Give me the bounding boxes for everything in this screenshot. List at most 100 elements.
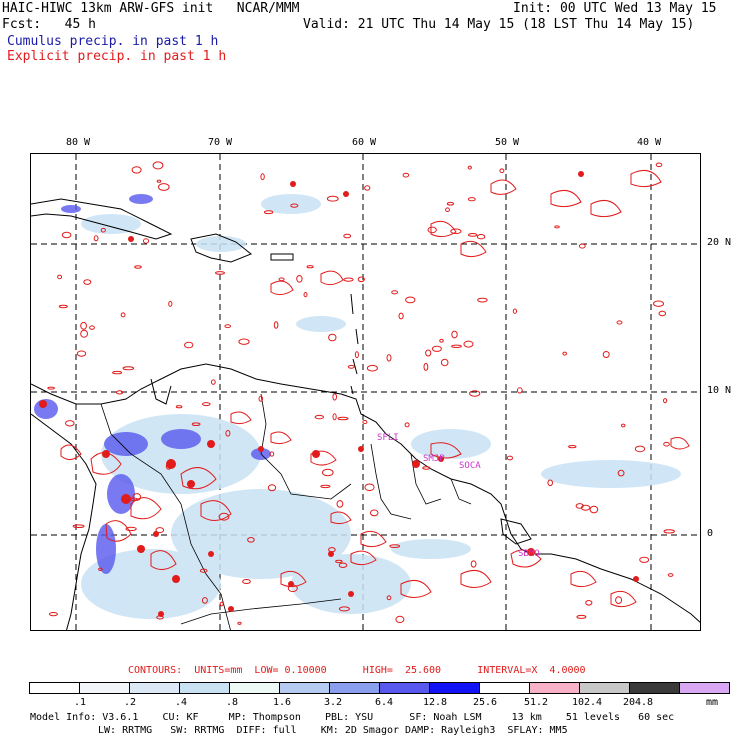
contour-loop: [89, 325, 95, 330]
contour-loop: [364, 185, 371, 191]
contour-loop: [402, 172, 410, 178]
footer-model-info: Model Info: V3.6.1 CU: KF MP: Thompson P…: [30, 712, 675, 723]
contour-loop: [423, 362, 429, 371]
station-label-sbmq: SBMQ: [518, 549, 540, 559]
colorbar-label-9: 51.2: [523, 697, 549, 708]
contour-loop: [580, 504, 591, 511]
contour-loop: [405, 296, 416, 304]
contour-loop: [568, 445, 577, 449]
contour-loop: [76, 350, 87, 357]
contour-loop: [422, 466, 431, 470]
contour-loop: [516, 387, 523, 394]
contour-loop: [328, 547, 336, 553]
contour-loop: [98, 567, 103, 571]
contour-loop: [499, 168, 505, 174]
contour-loop: [142, 238, 150, 244]
contour-loop: [260, 173, 265, 181]
colorbar-swatch-6: [329, 682, 380, 694]
lat-label-0: 0: [707, 528, 714, 539]
contour-loop: [658, 310, 667, 317]
contour-loop: [237, 621, 242, 625]
header-title: HAIC-HIWC 13km ARW-GFS init NCAR/MMM: [2, 1, 300, 16]
contour-loop: [440, 358, 449, 367]
contour-loop: [332, 413, 337, 421]
contour-loop: [326, 195, 339, 202]
contour-loop: [467, 165, 472, 170]
contour-loop: [639, 556, 650, 563]
contour-loop: [115, 390, 124, 395]
contour-loop: [202, 402, 211, 407]
lon-label-70w: 70 W: [208, 137, 233, 148]
contour-loop: [61, 231, 72, 239]
contour-loop: [451, 344, 462, 349]
contour-loop: [336, 500, 344, 508]
contour-loop: [469, 390, 481, 397]
contour-loop: [337, 416, 349, 421]
contour-loop: [48, 612, 58, 617]
colorbar-label-5: 3.2: [323, 697, 343, 708]
contour-loop: [547, 479, 554, 487]
contour-loop: [210, 379, 216, 385]
contour-loop: [364, 483, 375, 492]
colorbar-swatch-10: [529, 682, 580, 694]
contour-loop: [219, 601, 224, 607]
contour-loop: [290, 203, 299, 208]
contour-loop: [57, 274, 63, 280]
contour-loop: [467, 197, 476, 202]
contour-loop: [576, 614, 587, 619]
explicit-heavy-cores: [39, 171, 639, 617]
header-init-time: Init: 00 UTC Wed 13 May 15: [513, 1, 717, 16]
contour-loop: [47, 386, 55, 390]
lon-label-40w: 40 W: [637, 137, 662, 148]
contour-loop: [663, 529, 675, 534]
contour-loop: [306, 265, 314, 269]
contour-loop: [653, 300, 664, 307]
station-label-smjp: SMJP: [423, 454, 445, 464]
contour-loop: [343, 277, 354, 282]
contour-loop: [175, 405, 183, 409]
cumulus-light-areas: [81, 194, 681, 619]
colorbar-label-2: .4: [174, 697, 188, 708]
contour-loop: [165, 463, 172, 470]
colorbar-swatch-9: [479, 682, 530, 694]
coastlines: [31, 198, 700, 630]
contour-loop: [269, 451, 275, 457]
contour-loop: [322, 468, 334, 477]
contour-loop: [354, 351, 359, 359]
lon-label-60w: 60 W: [352, 137, 377, 148]
contour-loop: [201, 597, 208, 604]
contour-loop: [602, 351, 610, 358]
lon-label-80w: 80 W: [66, 137, 91, 148]
precipitation-map: SFLI SMJP SOCA SBMQ: [30, 153, 701, 631]
contour-loop: [263, 210, 274, 215]
contour-loop: [512, 308, 517, 314]
header-valid-time: Valid: 21 UTC Thu 14 May 15 (18 LST Thu …: [303, 17, 695, 32]
contour-loop: [199, 568, 208, 573]
colorbar-label-11: 204.8: [622, 697, 654, 708]
explicit-scattered-contours: [47, 161, 675, 625]
colorbar-label-3: .8: [225, 697, 239, 708]
station-label-soca: SOCA: [459, 461, 481, 471]
contour-loop: [314, 414, 324, 420]
contour-loop: [476, 234, 486, 240]
contour-loop: [65, 420, 75, 427]
contour-loop: [338, 606, 350, 612]
colorbar-label-6: 6.4: [374, 697, 394, 708]
contour-loop: [347, 364, 355, 369]
contour-loop: [562, 351, 568, 356]
contour-loop: [247, 537, 255, 543]
contour-loop: [554, 225, 560, 229]
contour-loop: [634, 445, 646, 453]
contour-loop: [155, 527, 165, 534]
contour-loop: [470, 560, 477, 568]
contour-loop: [134, 265, 142, 269]
contour-loop: [184, 341, 194, 349]
contour-loop: [112, 370, 123, 375]
contour-loop: [663, 441, 670, 447]
colorbar-swatch-0: [29, 682, 80, 694]
contour-loop: [303, 292, 308, 298]
lat-label-10n: 10 N: [707, 385, 732, 396]
contour-loop: [468, 233, 478, 237]
contour-loop: [446, 201, 454, 206]
contour-loop: [439, 338, 444, 343]
